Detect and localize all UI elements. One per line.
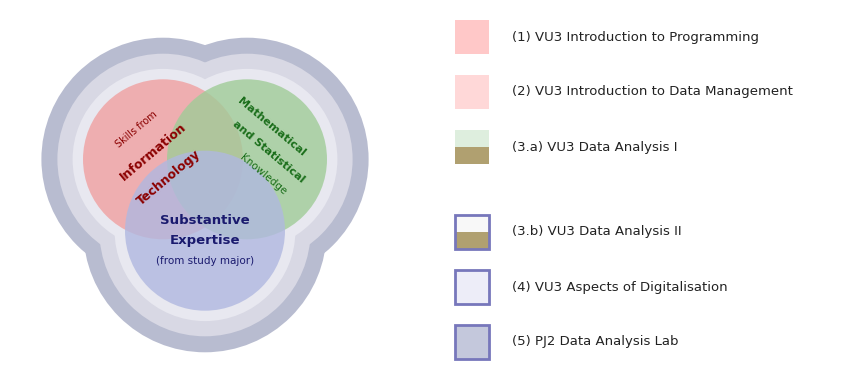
Text: Expertise: Expertise xyxy=(170,234,241,247)
Bar xyxy=(455,232,489,249)
Circle shape xyxy=(142,54,352,265)
Bar xyxy=(455,215,489,232)
Text: Knowledge: Knowledge xyxy=(238,152,288,196)
Text: (5) PJ2 Data Analysis Lab: (5) PJ2 Data Analysis Lab xyxy=(512,335,679,349)
Text: and Statistical: and Statistical xyxy=(231,118,307,184)
Text: Skills from: Skills from xyxy=(114,109,160,149)
Bar xyxy=(455,20,489,54)
Circle shape xyxy=(167,79,327,239)
Circle shape xyxy=(100,125,311,336)
Bar xyxy=(455,75,489,109)
Circle shape xyxy=(58,54,269,265)
Text: (3.a) VU3 Data Analysis I: (3.a) VU3 Data Analysis I xyxy=(512,140,678,154)
Text: Substantive: Substantive xyxy=(160,214,250,227)
Circle shape xyxy=(125,38,369,281)
Text: Information: Information xyxy=(118,121,189,184)
Circle shape xyxy=(125,151,285,311)
Text: (1) VU3 Introduction to Programming: (1) VU3 Introduction to Programming xyxy=(512,30,759,44)
Text: Mathematical: Mathematical xyxy=(235,96,307,158)
Bar xyxy=(455,270,489,304)
Text: Technology: Technology xyxy=(135,147,204,208)
Circle shape xyxy=(114,140,295,321)
Text: (2) VU3 Introduction to Data Management: (2) VU3 Introduction to Data Management xyxy=(512,86,793,98)
Circle shape xyxy=(41,38,284,281)
Circle shape xyxy=(156,69,338,250)
Text: (3.b) VU3 Data Analysis II: (3.b) VU3 Data Analysis II xyxy=(512,226,682,238)
Circle shape xyxy=(83,109,326,352)
Bar xyxy=(455,215,489,249)
Bar xyxy=(455,130,489,147)
Circle shape xyxy=(73,69,253,250)
Circle shape xyxy=(83,79,243,239)
Text: (from study major): (from study major) xyxy=(156,256,254,266)
Bar xyxy=(455,147,489,164)
Text: (4) VU3 Aspects of Digitalisation: (4) VU3 Aspects of Digitalisation xyxy=(512,280,728,293)
Bar xyxy=(455,325,489,359)
